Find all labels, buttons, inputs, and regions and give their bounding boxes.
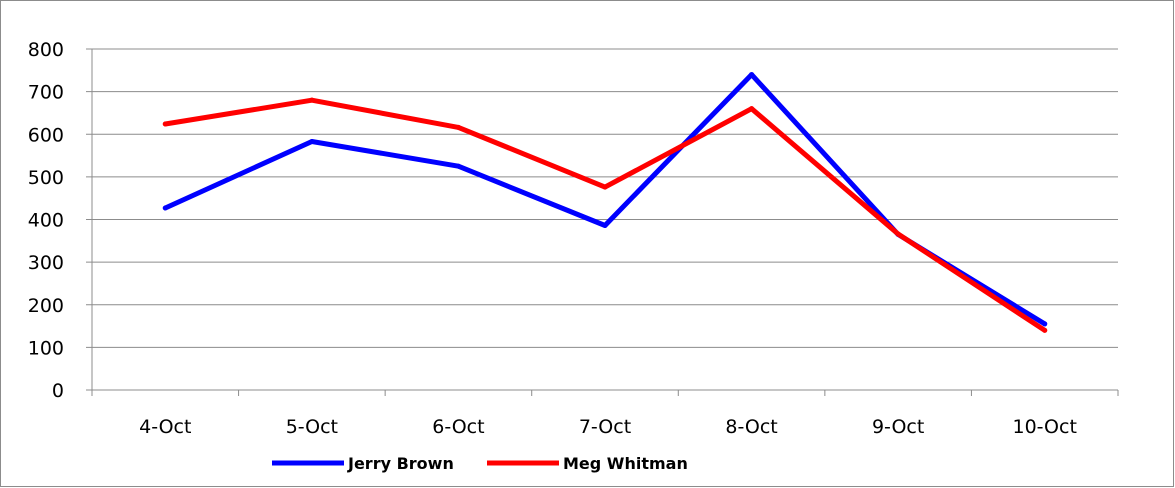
legend-label: Meg Whitman xyxy=(563,454,688,473)
data-point xyxy=(309,138,315,144)
y-tick-label: 500 xyxy=(28,167,64,189)
y-tick-label: 400 xyxy=(28,210,64,232)
series-lines xyxy=(162,72,1048,333)
series-line-jerry-brown xyxy=(162,72,1048,327)
x-tick-label: 10-Oct xyxy=(1013,416,1077,438)
data-point xyxy=(602,222,608,228)
legend-label: Jerry Brown xyxy=(347,454,454,473)
data-point xyxy=(749,72,755,78)
data-point xyxy=(1042,321,1048,327)
data-point xyxy=(162,121,168,127)
data-point xyxy=(749,106,755,112)
x-tick-label: 7-Oct xyxy=(579,416,631,438)
y-tick-label: 800 xyxy=(28,39,64,61)
x-axis-tick-labels: 4-Oct 5-Oct 6-Oct 7-Oct 8-Oct 9-Oct 10-Oct xyxy=(139,416,1077,438)
x-tick-label: 5-Oct xyxy=(286,416,338,438)
data-point xyxy=(1042,327,1048,333)
y-tick-label: 100 xyxy=(28,337,64,359)
x-tick-label: 8-Oct xyxy=(725,416,777,438)
axes xyxy=(86,48,1119,396)
y-tick-label: 200 xyxy=(28,295,64,317)
data-point xyxy=(602,184,608,190)
y-tick-label: 300 xyxy=(28,252,64,274)
y-tick-label: 600 xyxy=(28,124,64,146)
gridlines xyxy=(92,48,1118,348)
x-tick-label: 6-Oct xyxy=(432,416,484,438)
data-point xyxy=(895,231,901,237)
data-point xyxy=(162,205,168,211)
legend: Jerry Brown Meg Whitman xyxy=(272,454,688,473)
x-tick-label: 4-Oct xyxy=(139,416,191,438)
y-axis-tick-labels: 0 100 200 300 400 500 600 700 800 xyxy=(28,39,64,402)
data-point xyxy=(309,97,315,103)
x-tick-label: 9-Oct xyxy=(872,416,924,438)
y-tick-label: 0 xyxy=(52,380,64,402)
data-point xyxy=(455,124,461,130)
y-tick-label: 700 xyxy=(28,82,64,104)
data-point xyxy=(455,163,461,169)
